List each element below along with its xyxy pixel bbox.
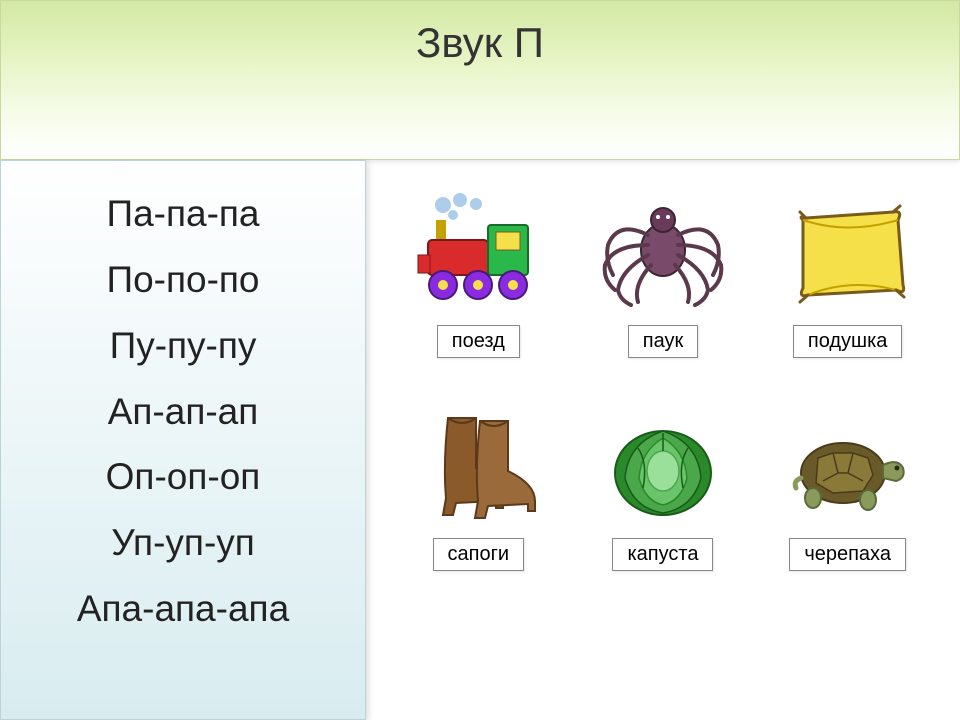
image-label: черепаха bbox=[789, 538, 906, 571]
cabbage-icon bbox=[593, 403, 733, 528]
spider-icon bbox=[593, 190, 733, 315]
image-item-boots: сапоги bbox=[408, 403, 548, 571]
syllable-line: Ап-ап-ап bbox=[108, 379, 259, 445]
header-banner: Звук П bbox=[0, 0, 960, 160]
image-label: подушка bbox=[793, 325, 903, 358]
turtle-icon bbox=[778, 403, 918, 528]
image-label: сапоги bbox=[433, 538, 525, 571]
syllable-line: Оп-оп-оп bbox=[106, 444, 261, 510]
image-label: капуста bbox=[612, 538, 713, 571]
syllable-line: По-по-по bbox=[106, 247, 259, 313]
pillow-icon bbox=[778, 190, 918, 315]
content-area: Па-па-па По-по-по Пу-пу-пу Ап-ап-ап Оп-о… bbox=[0, 160, 960, 720]
syllable-line: Пу-пу-пу bbox=[110, 313, 257, 379]
page-title: Звук П bbox=[416, 19, 544, 67]
image-item-cabbage: капуста bbox=[593, 403, 733, 571]
image-item-train: поезд bbox=[408, 190, 548, 358]
image-item-turtle: черепаха bbox=[778, 403, 918, 571]
train-icon bbox=[408, 190, 548, 315]
image-row: поезд bbox=[386, 190, 940, 358]
boots-icon bbox=[408, 403, 548, 528]
image-label: паук bbox=[628, 325, 698, 358]
image-item-pillow: подушка bbox=[778, 190, 918, 358]
syllable-line: Апа-апа-апа bbox=[77, 576, 289, 642]
syllable-line: Па-па-па bbox=[106, 181, 259, 247]
syllables-panel: Па-па-па По-по-по Пу-пу-пу Ап-ап-ап Оп-о… bbox=[0, 160, 366, 720]
images-grid: поезд bbox=[366, 160, 960, 720]
image-row: сапоги капуста bbox=[386, 403, 940, 571]
image-label: поезд bbox=[437, 325, 520, 358]
image-item-spider: паук bbox=[593, 190, 733, 358]
syllable-line: Уп-уп-уп bbox=[111, 510, 255, 576]
